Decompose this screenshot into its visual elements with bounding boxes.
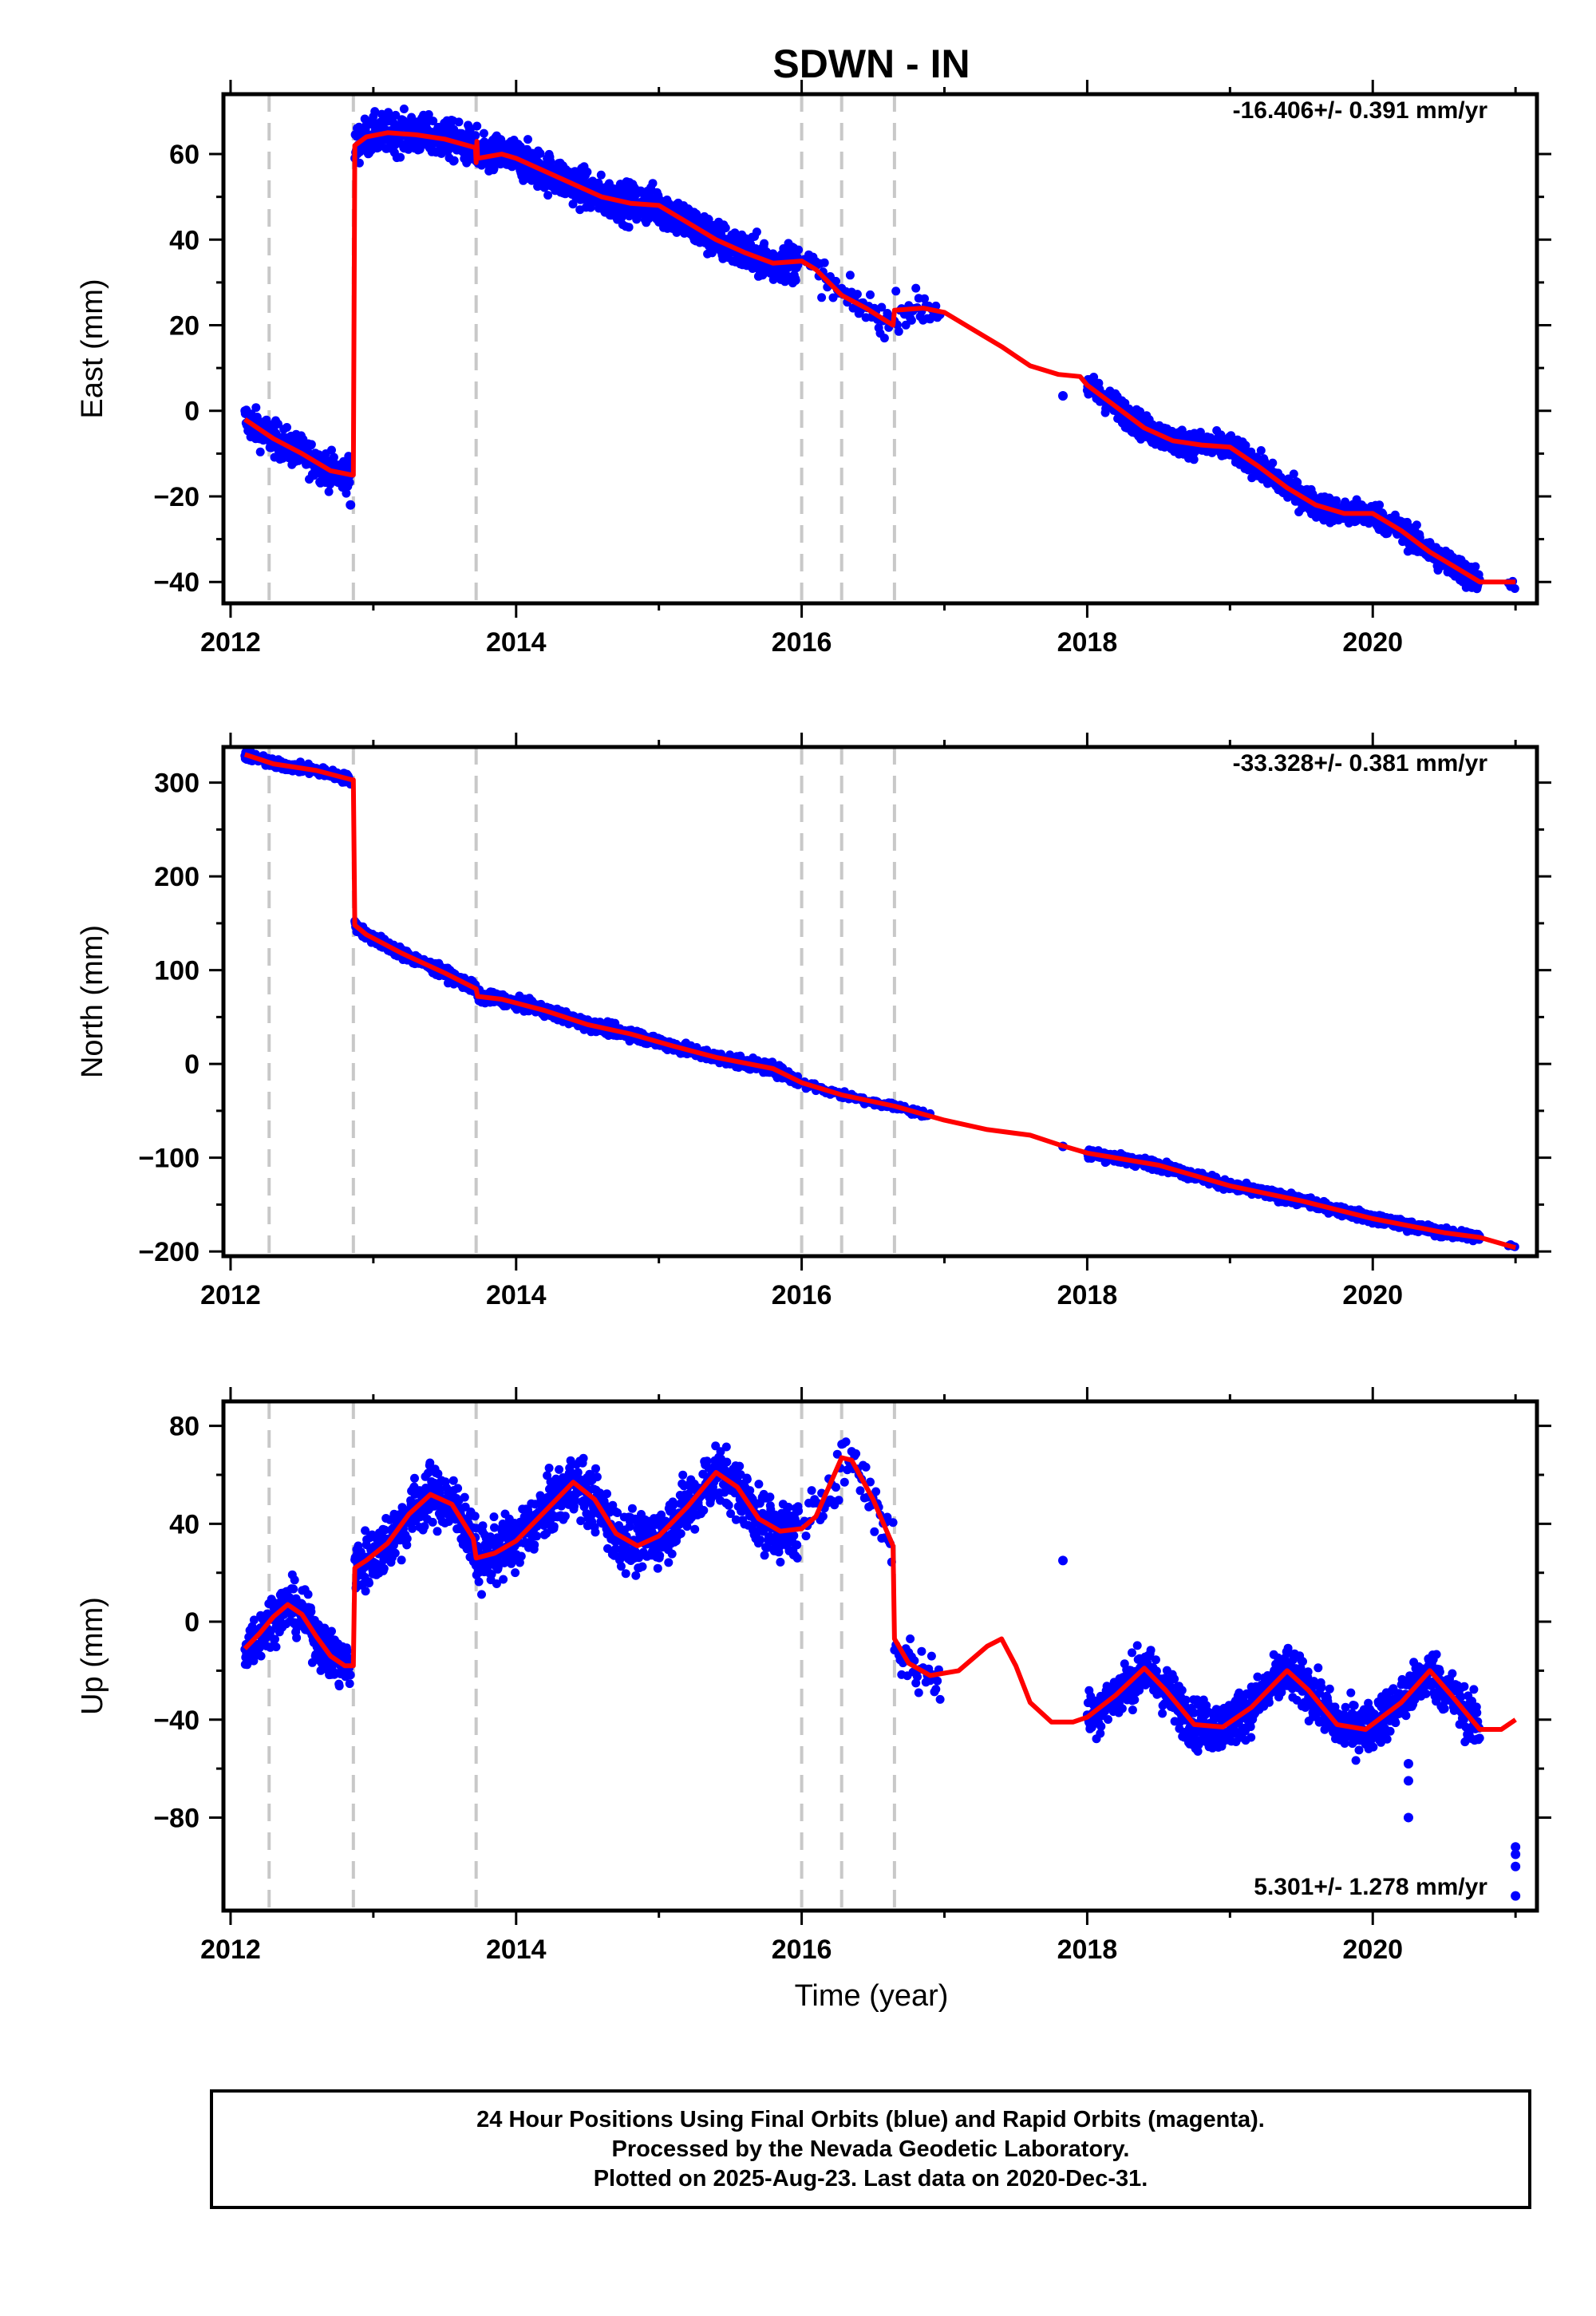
data-point xyxy=(1195,428,1205,437)
data-point xyxy=(624,223,634,232)
data-point xyxy=(535,148,545,158)
data-point xyxy=(389,118,398,128)
model-line xyxy=(243,130,1516,585)
data-point xyxy=(1375,500,1385,510)
data-point xyxy=(471,131,480,140)
data-point xyxy=(472,121,482,131)
data-point xyxy=(845,271,855,280)
data-point xyxy=(354,158,364,168)
data-point xyxy=(759,269,768,279)
data-point xyxy=(251,403,261,413)
data-point xyxy=(817,293,827,302)
panel-north: 2012 2014 2016 2018 2020−200−1000100200300No… xyxy=(76,733,1551,1310)
data-point xyxy=(327,445,336,455)
data-point xyxy=(1058,390,1069,401)
plot-area xyxy=(240,747,1519,1256)
x-tick-label: 2012 xyxy=(200,627,261,658)
data-point xyxy=(1471,562,1480,571)
data-point xyxy=(911,283,921,293)
data-point xyxy=(1256,446,1266,455)
data-point xyxy=(583,168,592,176)
y-tick-label: −20 xyxy=(153,482,200,512)
x-tick-label: 2016 xyxy=(772,627,832,658)
rate-label: -16.406+/- 0.391 mm/yr xyxy=(1233,97,1488,124)
figure-title: SDWN - IN xyxy=(772,41,970,86)
data-point xyxy=(1412,520,1421,530)
data-point xyxy=(877,302,887,312)
data-point xyxy=(543,191,553,200)
data-point xyxy=(1289,469,1298,479)
data-point xyxy=(342,488,351,498)
data-point xyxy=(324,487,334,496)
data-point xyxy=(907,315,916,325)
data-point xyxy=(449,156,459,165)
data-point xyxy=(346,500,356,510)
data-point xyxy=(399,105,409,113)
data-point xyxy=(1241,441,1250,450)
x-tick-label: 2018 xyxy=(1057,627,1118,658)
data-point xyxy=(1246,447,1256,456)
data-point xyxy=(344,452,354,461)
data-point xyxy=(721,223,730,233)
y-tick-label: −40 xyxy=(153,567,200,598)
data-point xyxy=(879,334,889,343)
panel-east: 2012 2014 2016 2018 2020 −40 −20 0 20 40 60 East (m… xyxy=(76,80,1551,658)
x-tick-label: 2020 xyxy=(1342,627,1403,658)
data-point xyxy=(820,258,829,267)
data-point xyxy=(1089,373,1099,381)
data-point xyxy=(1189,455,1199,464)
data-point xyxy=(329,453,338,462)
data-point xyxy=(523,135,532,144)
data-point xyxy=(832,276,840,286)
data-point xyxy=(479,128,488,138)
data-point xyxy=(424,110,433,119)
data-point xyxy=(429,117,438,126)
data-point xyxy=(920,294,929,303)
data-point xyxy=(391,110,401,120)
plot-area xyxy=(240,94,1519,603)
data-point xyxy=(852,290,862,299)
data-point xyxy=(891,287,901,296)
y-tick-label: 40 xyxy=(169,225,200,255)
data-point xyxy=(866,290,875,299)
data-point xyxy=(1332,496,1341,505)
data-point xyxy=(894,326,903,336)
data-point xyxy=(454,117,464,127)
data-point xyxy=(396,152,405,162)
data-point xyxy=(345,478,354,487)
data-point xyxy=(568,200,578,209)
data-point xyxy=(791,275,800,285)
data-point xyxy=(273,419,282,429)
panels: 2012 2014 2016 2018 2020 −40 −20 0 20 40 60 East (m… xyxy=(76,80,1551,1965)
y-axis-label: East (mm) xyxy=(76,279,109,418)
data-point xyxy=(648,179,658,188)
data-point xyxy=(306,440,316,449)
data-point xyxy=(1268,458,1278,468)
data-point xyxy=(794,245,804,255)
data-point xyxy=(255,447,265,456)
data-point xyxy=(466,124,475,134)
data-point xyxy=(596,170,606,180)
data-point xyxy=(1510,584,1519,593)
data-point xyxy=(1293,477,1302,487)
data-point xyxy=(704,215,713,224)
y-tick-label: 60 xyxy=(169,140,200,170)
plot-frame xyxy=(221,92,1539,606)
x-tick-label: 2014 xyxy=(486,627,547,658)
y-tick-label: 20 xyxy=(169,311,200,342)
data-point xyxy=(760,239,769,248)
data-point xyxy=(752,227,761,237)
data-point xyxy=(370,107,380,117)
data-point xyxy=(282,423,291,432)
y-tick-label: 0 xyxy=(184,397,200,427)
